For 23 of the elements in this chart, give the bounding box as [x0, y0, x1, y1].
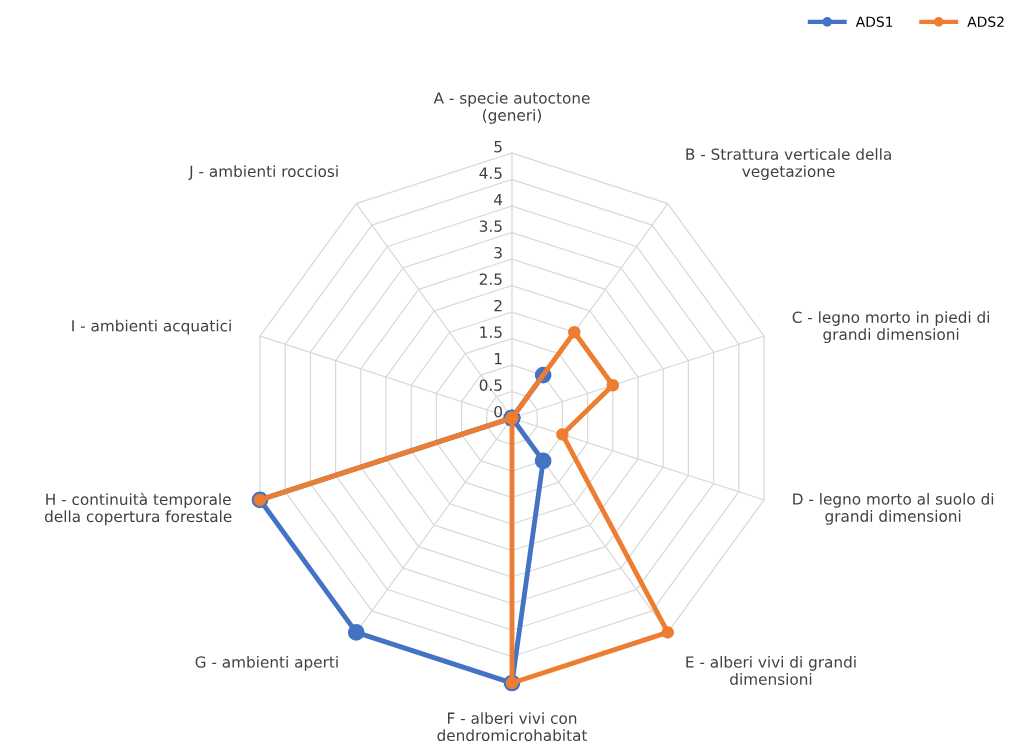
spoke-label: A - specie autoctone (generi)	[433, 91, 590, 124]
y-tick-label: 5	[494, 141, 502, 153]
spoke-label: C - legno morto in piedi di grandi dimensioni	[792, 311, 990, 344]
spoke-label: J - ambienti rocciosi	[188, 165, 338, 180]
spoke-label: I - ambienti acquatici	[72, 319, 231, 335]
y-tick-label: 4.5	[479, 167, 502, 179]
spoke-label: D - legno morto al suolo di grandi dimensioni	[793, 492, 994, 525]
spoke-label: F - alberi vivi con dendromicrohabitat	[437, 712, 588, 742]
y-tick-label: 0.5	[479, 379, 502, 391]
y-tick-label: 2.5	[479, 273, 502, 285]
y-tick-label: 0	[494, 405, 502, 418]
spoke-label: H - continuità temporale della copertura forestale	[44, 492, 232, 526]
y-tick-label: 2	[494, 299, 502, 312]
y-tick-label: 1	[494, 353, 502, 365]
legend-label: ADS2	[967, 16, 1004, 27]
spoke-label: B - Strattura verticale della vegetazione	[686, 148, 891, 181]
y-tick-label: 1.5	[480, 326, 502, 338]
y-tick-label: 3.5	[479, 220, 502, 232]
y-tick-label: 3	[494, 246, 502, 259]
spoke-label: G - ambienti aperti	[195, 655, 338, 671]
spoke-label: E - alberi vivi di grandi dimensioni	[686, 655, 856, 685]
y-tick-label: 4	[494, 194, 503, 206]
legend-label: ADS1	[855, 16, 893, 27]
